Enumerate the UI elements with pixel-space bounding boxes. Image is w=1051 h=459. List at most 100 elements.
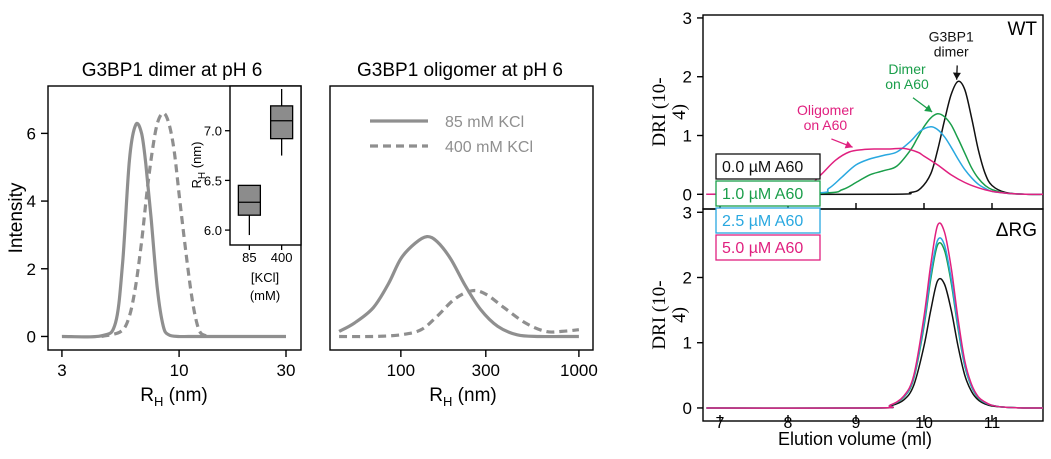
c-y-tick-label: 2 [683, 68, 692, 87]
legend-label-5-0-m-a60: 5.0 µM A60 [722, 240, 803, 257]
d-x-tick-label: 8 [784, 415, 793, 432]
legend-400-label: 400 mM KCl [445, 139, 533, 156]
d-y-tick-label: 2 [683, 268, 692, 287]
d-series-0-0-m-a60 [706, 277, 1044, 409]
concentration-legend: 0.0 µM A60 1.0 µM A60 2.5 µM A60 5.0 µM A60 [715, 153, 821, 261]
dimer-x-tick-label: 10 [170, 361, 189, 380]
dimer-x-axis-label-unit: (nm) [163, 385, 207, 406]
d-series-5-0-m-a60 [706, 222, 1044, 409]
inset-x-axis-label-line2: (mM) [250, 288, 280, 303]
dimer-y-tick-label: 4 [27, 192, 36, 211]
drg-curves [706, 222, 1044, 409]
wt-panel-label: WT [1007, 19, 1037, 40]
drg-panel-label: ΔRG [996, 220, 1037, 241]
annotation-dimer-on-a60-line2: on A60 [885, 76, 929, 92]
annotation-g3bp1-dimer-line2: dimer [934, 43, 969, 59]
inset-box-85 [237, 184, 262, 216]
annotation-g3bp1-dimer-line1: G3BP1 [929, 28, 974, 44]
oligomer-x-axis-label-unit: (nm) [452, 385, 496, 406]
c-series-0-0-m-a60 [706, 80, 1044, 196]
oligomer-x-tick-label: 1000 [560, 361, 598, 380]
c-y-tick-label: 0 [683, 185, 692, 204]
oligomer-x-axis-label: RH (nm) [429, 385, 496, 409]
inset-y-axis-label-subscript: H [197, 172, 208, 179]
dimer-series-85-mm-kcl [61, 121, 286, 339]
oligomer-chart-title: G3BP1 oligomer at pH 6 [357, 60, 563, 81]
inset-x-tick-label: 85 [242, 250, 256, 265]
legend-85-label: 85 mM KCl [445, 114, 524, 131]
annotation-oligomer-on-a60-line2: on A60 [804, 117, 848, 133]
wt-plot-frame [702, 14, 1044, 210]
inset-y-tick-label: 6.0 [204, 223, 222, 238]
legend-box-0-0-m-a60 [715, 153, 821, 180]
oligomer-legend: 85 mM KCl 400 mM KCl [370, 114, 533, 156]
c-y-tick-label: 1 [683, 127, 692, 146]
d-x-tick-label: 11 [984, 415, 1001, 432]
drg-plot-frame [702, 208, 1044, 422]
inset-y-axis-label-unit: (nm) [189, 142, 204, 172]
d-series-2-5-m-a60 [706, 237, 1044, 409]
wt-y-axis-label-line2: 4) [669, 104, 690, 120]
oligomer-x-tick-label: 100 [387, 361, 415, 380]
dimer-y-tick-label: 0 [27, 327, 36, 346]
annotation-oligomer-on-a60-line1: Oligomer [797, 102, 854, 118]
dimer-y-tick-label: 2 [27, 260, 36, 279]
inset-box-400 [269, 105, 294, 140]
annotation-dimer-on-a60-line1: Dimer [888, 61, 926, 77]
inset-axes: 85 400 6.0 6.5 7.0 [204, 124, 293, 265]
d-x-tick-label: 7 [716, 415, 725, 432]
oligomer-plot-frame [329, 85, 594, 351]
wt-y-axis-label-line1: DRI (10- [649, 77, 670, 146]
dimer-x-tick-label: 3 [57, 361, 66, 380]
inset-x-tick-label: 400 [271, 250, 293, 265]
dimer-x-axis-label-subscript: H [154, 394, 163, 409]
legend-box-5-0-m-a60 [715, 234, 821, 261]
inset-y-tick-label: 7.0 [204, 124, 222, 139]
d-x-tick-label: 10 [915, 415, 933, 432]
annotation-g3bp1-dimer-arrowhead [952, 72, 961, 80]
c-series-2-5-m-a60 [706, 125, 1044, 196]
dimer-curves [61, 111, 286, 339]
oligomer-series-400-mm-kcl [339, 288, 580, 339]
oligomer-x-axis-label-subscript: H [443, 394, 452, 409]
annotation-dimer-on-a60-arrowhead [924, 104, 933, 112]
dimer-series-400-mm-kcl [100, 111, 209, 339]
legend-label-1-0-m-a60: 1.0 µM A60 [722, 186, 803, 203]
d-y-tick-label: 1 [683, 334, 692, 353]
drg-y-axis-label-line1: DRI (10- [649, 280, 670, 349]
dimer-axes: 3 10 30 0 2 4 6 [27, 124, 296, 380]
oligomer-curves [338, 234, 580, 339]
oligomer-series-85-mm-kcl [338, 234, 579, 339]
drg-x-axis-label: Elution volume (ml) [778, 429, 932, 449]
legend-label-2-5-m-a60: 2.5 µM A60 [722, 213, 803, 230]
legend-box-2-5-m-a60 [715, 207, 821, 234]
drg-sec-panel: 0 1 2 3 7 8 9 10 11 ΔRG DRI (10- 4) Elution volu… [649, 203, 1044, 449]
legend-box-1-0-m-a60 [715, 180, 821, 207]
drg-axes: 0 1 2 3 7 8 9 10 11 [683, 203, 1001, 432]
inset-y-axis-label: RH (nm) [189, 142, 208, 189]
legend-label-0-0-m-a60: 0.0 µM A60 [722, 159, 803, 176]
oligomer-axes: 100 300 1000 [387, 350, 598, 380]
kcl-inset-boxplot: 85 400 6.0 6.5 7.0 RH (nm) [KCl] (mM) [189, 85, 302, 303]
d-series-1-0-m-a60 [706, 242, 1044, 409]
d-y-tick-label: 3 [683, 203, 692, 222]
drg-y-axis-label-line2: 4) [669, 307, 690, 323]
inset-y-tick-label: 6.5 [204, 173, 222, 188]
d-x-tick-label: 9 [852, 415, 861, 432]
dimer-y-axis-label: Intensity [6, 182, 27, 253]
oligomer-x-tick-label: 300 [472, 361, 500, 380]
dimer-x-tick-label: 30 [277, 361, 296, 380]
d-y-tick-label: 0 [683, 399, 692, 418]
dimer-y-tick-label: 6 [27, 124, 36, 143]
oligomer-panel: G3BP1 oligomer at pH 6 100 300 1000 85 mM … [329, 60, 598, 409]
inset-boxes [237, 88, 294, 236]
wt-curves [706, 80, 1044, 196]
c-series-5-0-m-a60 [706, 147, 1044, 196]
annotation-oligomer-on-a60-arrowhead [844, 140, 853, 149]
c-y-tick-label: 3 [683, 9, 692, 28]
inset-x-axis-label-line1: [KCl] [251, 270, 279, 285]
